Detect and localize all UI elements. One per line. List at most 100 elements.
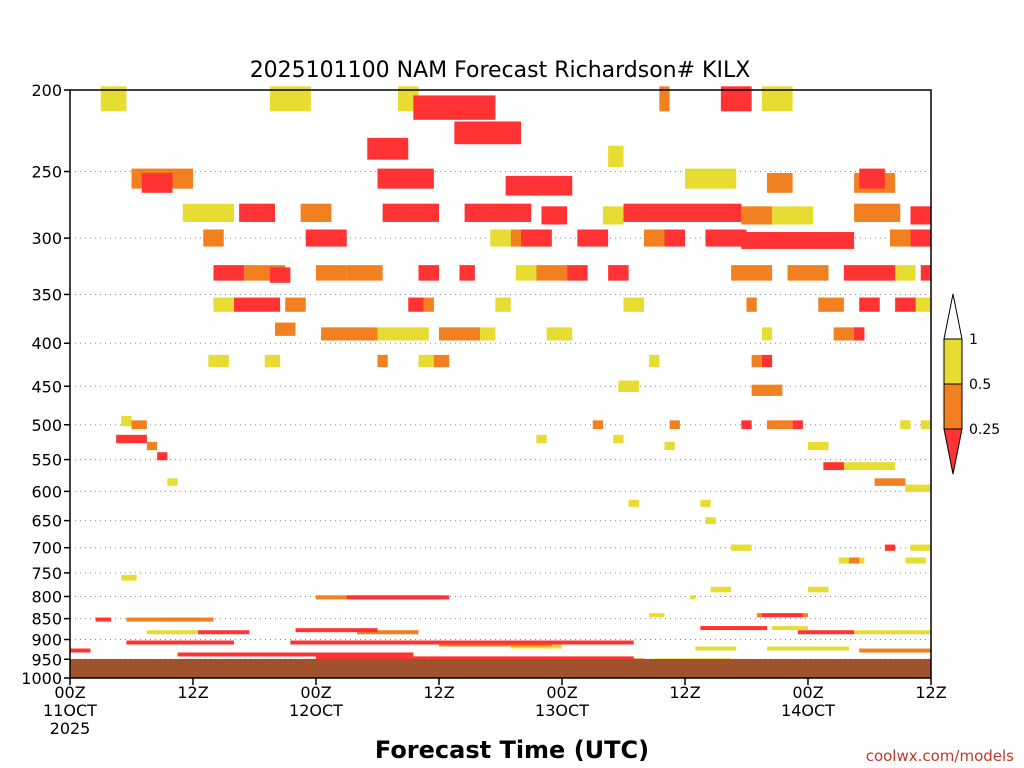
colorbar-label: 1 (969, 332, 978, 348)
y-tick-label: 300 (31, 229, 62, 248)
ri-cell (536, 434, 547, 444)
ri-cell (157, 452, 168, 461)
ri-cell (808, 586, 829, 593)
ri-cell (910, 229, 931, 247)
ri-cell (890, 229, 911, 247)
ri-cell (828, 462, 896, 471)
ri-cell (321, 327, 378, 341)
ri-cell (767, 646, 849, 651)
ri-cell (895, 297, 916, 312)
ri-cell (126, 640, 234, 645)
ri-cell (613, 434, 624, 444)
ri-cell (705, 517, 716, 524)
x-tick-label: 12OCT (289, 701, 343, 720)
y-tick-label: 850 (31, 610, 62, 629)
ri-cell (131, 420, 147, 430)
ri-cell (623, 203, 685, 222)
ri-cell (459, 265, 475, 281)
colorbar-bin-yellow (943, 338, 963, 385)
ri-cell (731, 544, 752, 551)
ri-cell (628, 499, 639, 507)
ri-cell (905, 557, 926, 564)
ri-cell (915, 297, 931, 312)
ri-cell (808, 441, 829, 451)
y-tick-label: 1000 (21, 669, 62, 688)
ri-cell (546, 327, 573, 341)
ri-cell (454, 121, 521, 145)
ri-cell (521, 229, 552, 247)
ri-cell (213, 297, 234, 312)
ri-cell (439, 642, 552, 647)
ri-cell (567, 265, 588, 281)
colorbar-label: 0.5 (969, 377, 991, 393)
ri-cell (290, 640, 542, 645)
ri-cell (741, 206, 773, 225)
ri-cell (264, 354, 281, 368)
ri-cell (428, 656, 634, 661)
ri-cell (910, 206, 931, 225)
ri-cell (418, 265, 439, 281)
ri-cell (884, 544, 896, 551)
x-tick-label: 2025 (50, 719, 91, 738)
ri-cell (649, 354, 660, 368)
x-tick-label: 12Z (177, 683, 208, 702)
ri-cell (751, 384, 783, 396)
ri-cell (623, 297, 644, 312)
ri-cell (592, 420, 603, 430)
ri-cell (346, 265, 383, 281)
colorbar-label: 0.25 (969, 422, 1000, 438)
ri-cell (644, 229, 665, 247)
ri-cell (603, 206, 624, 225)
x-tick-label: 12Z (669, 683, 700, 702)
ri-cell (900, 420, 911, 430)
y-tick-label: 800 (31, 587, 62, 606)
ri-cell (818, 297, 844, 312)
y-tick-label: 650 (31, 512, 62, 531)
ri-cell (515, 265, 537, 281)
ri-cell (700, 499, 711, 507)
ri-cell (843, 265, 896, 281)
x-tick-label: 13OCT (535, 701, 589, 720)
x-tick-label: 00Z (792, 683, 823, 702)
ri-cell (269, 267, 291, 283)
ri-cell (490, 229, 511, 247)
ri-cell (239, 203, 275, 222)
ri-cell (608, 145, 624, 168)
ri-cell (859, 297, 880, 312)
ri-cell (859, 168, 885, 189)
ri-cell (367, 137, 409, 160)
ri-cell (577, 229, 609, 247)
ri-cell (859, 648, 931, 653)
y-tick-label: 750 (31, 564, 62, 583)
ri-cell (495, 297, 511, 312)
ri-cell (382, 203, 439, 222)
ri-cell (346, 595, 450, 600)
ri-cell (305, 229, 347, 247)
x-tick-label: 14OCT (781, 701, 835, 720)
ri-cell (905, 484, 931, 492)
ri-cell (761, 327, 773, 341)
ri-cell (751, 354, 762, 368)
ri-cell (316, 656, 429, 661)
ri-cell (167, 478, 178, 486)
ri-cell (121, 574, 137, 581)
ri-cell (910, 544, 931, 551)
ri-cell (295, 628, 378, 633)
ri-cell (377, 168, 434, 189)
ri-cell (895, 265, 916, 281)
ri-cell (300, 203, 332, 222)
y-tick-label: 400 (31, 334, 62, 353)
y-tick-label: 450 (31, 377, 62, 396)
x-tick-label: 12Z (423, 683, 454, 702)
ri-cell (854, 630, 931, 635)
colorbar-legend: 0.25 0.5 1 (943, 293, 1000, 475)
y-tick-label: 700 (31, 539, 62, 558)
ri-cell (608, 265, 629, 281)
ri-cell (849, 557, 860, 564)
ri-cell (772, 206, 814, 225)
y-tick-label: 550 (31, 451, 62, 470)
y-tick-label: 350 (31, 285, 62, 304)
ri-cell (141, 172, 173, 193)
ri-cell (669, 420, 680, 430)
